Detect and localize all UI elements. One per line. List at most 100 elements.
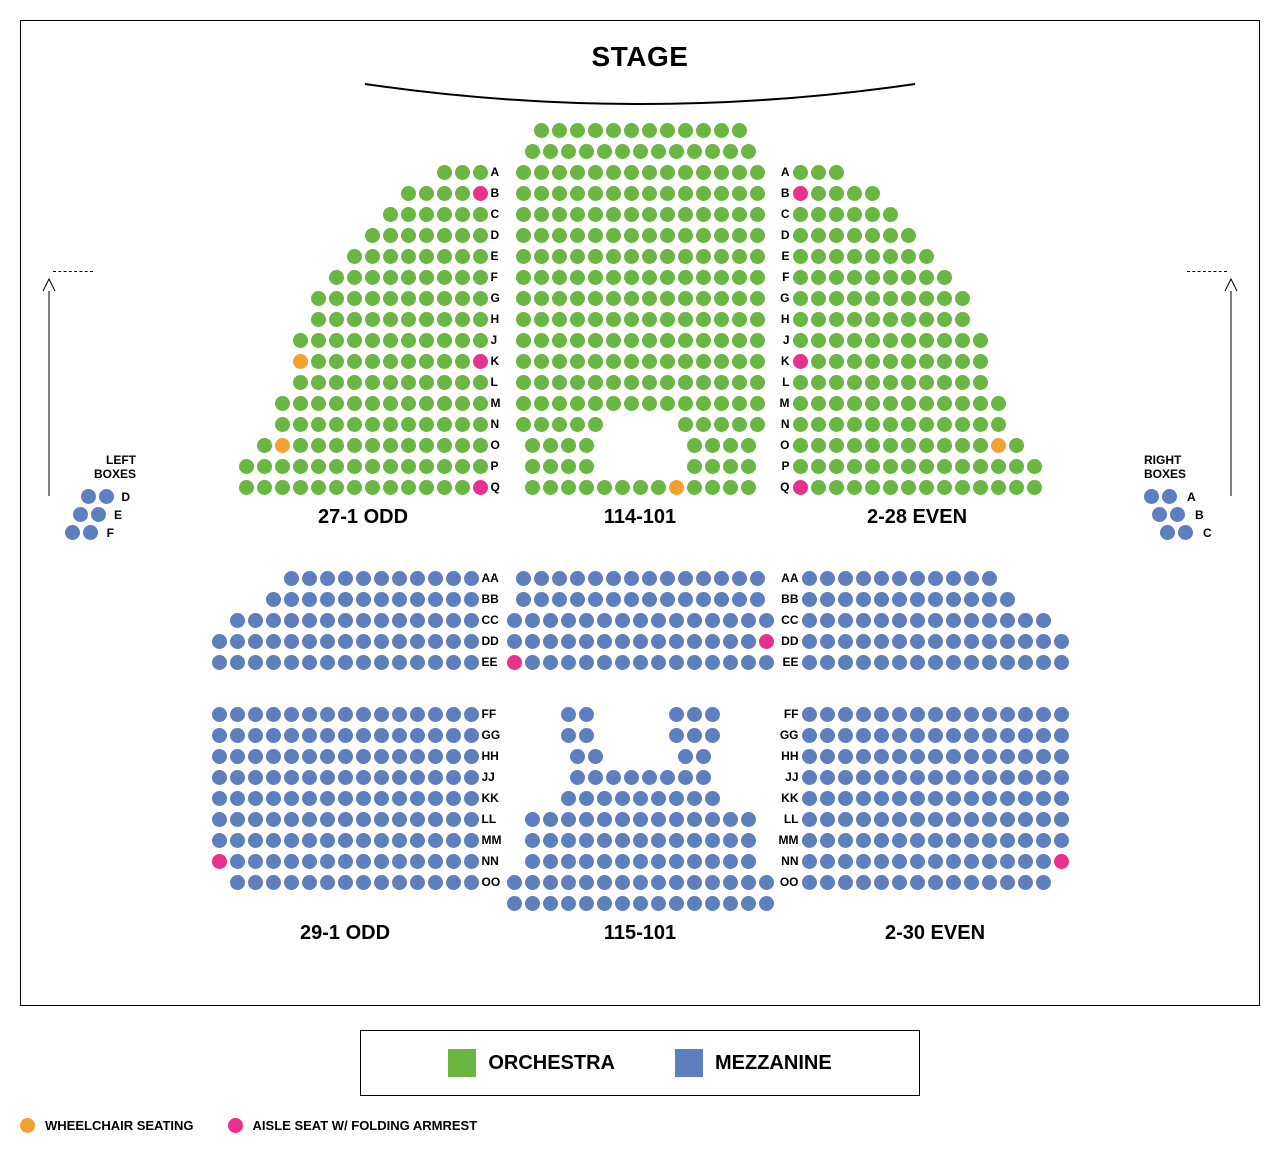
seat <box>534 333 549 348</box>
seat <box>374 707 389 722</box>
seat <box>669 634 684 649</box>
seat <box>579 144 594 159</box>
row-label: E <box>491 247 513 265</box>
seat <box>892 728 907 743</box>
seat <box>347 333 362 348</box>
seat <box>293 417 308 432</box>
seat <box>669 480 684 495</box>
seat <box>534 571 549 586</box>
seat <box>874 770 889 785</box>
seat <box>946 812 961 827</box>
seat <box>910 749 925 764</box>
seat <box>919 270 934 285</box>
seat <box>266 770 281 785</box>
seat <box>320 634 335 649</box>
seat <box>473 249 488 264</box>
seat <box>383 438 398 453</box>
seat <box>455 354 470 369</box>
seat <box>802 791 817 806</box>
box-row-label: C <box>1203 524 1215 542</box>
seat <box>275 417 290 432</box>
seat <box>419 312 434 327</box>
seat <box>1178 525 1193 540</box>
seat <box>338 571 353 586</box>
seat <box>83 525 98 540</box>
row-label <box>777 894 799 912</box>
seat <box>338 592 353 607</box>
seat <box>464 875 479 890</box>
seat <box>847 207 862 222</box>
seat <box>320 655 335 670</box>
seat <box>579 812 594 827</box>
seat <box>347 270 362 285</box>
seat <box>392 707 407 722</box>
seat <box>455 459 470 474</box>
seat <box>383 417 398 432</box>
seat <box>597 634 612 649</box>
seat <box>838 728 853 743</box>
seat <box>347 375 362 390</box>
seat <box>428 854 443 869</box>
row-label: N <box>768 415 790 433</box>
seat <box>642 333 657 348</box>
seat <box>1160 525 1175 540</box>
seat <box>302 749 317 764</box>
seat <box>248 770 263 785</box>
seat <box>964 592 979 607</box>
seat <box>759 875 774 890</box>
seat <box>1018 770 1033 785</box>
seat <box>865 375 880 390</box>
seat <box>1152 507 1167 522</box>
seat <box>678 249 693 264</box>
seat <box>937 396 952 411</box>
seat <box>437 228 452 243</box>
seat <box>811 165 826 180</box>
seat <box>865 249 880 264</box>
seat <box>892 791 907 806</box>
seat <box>1018 812 1033 827</box>
seat <box>937 333 952 348</box>
seat <box>874 655 889 670</box>
seat <box>91 507 106 522</box>
seat <box>338 707 353 722</box>
seat <box>248 634 263 649</box>
seat <box>374 875 389 890</box>
seat <box>464 707 479 722</box>
seat <box>973 417 988 432</box>
seat <box>847 396 862 411</box>
seat <box>428 613 443 628</box>
seat <box>410 749 425 764</box>
seat <box>937 291 952 306</box>
row-label: L <box>491 373 513 391</box>
seat <box>320 833 335 848</box>
row-label: H <box>768 310 790 328</box>
seat <box>248 875 263 890</box>
seat <box>615 144 630 159</box>
seat <box>293 438 308 453</box>
seat <box>347 417 362 432</box>
section-label: 2-28 EVEN <box>793 506 1042 529</box>
seat <box>910 833 925 848</box>
seat <box>534 417 549 432</box>
seat <box>946 728 961 743</box>
seat <box>678 228 693 243</box>
seat <box>356 592 371 607</box>
seat <box>401 186 416 201</box>
seat <box>973 333 988 348</box>
seat <box>516 375 531 390</box>
seat <box>374 749 389 764</box>
row-label: HH <box>482 747 504 765</box>
row-label: LL <box>777 810 799 828</box>
seat <box>570 375 585 390</box>
seat <box>901 438 916 453</box>
seat <box>741 875 756 890</box>
seat <box>401 417 416 432</box>
seat <box>669 833 684 848</box>
seat <box>302 634 317 649</box>
seat <box>750 312 765 327</box>
seat <box>446 791 461 806</box>
seat <box>874 613 889 628</box>
seat <box>329 354 344 369</box>
seat <box>561 655 576 670</box>
seat <box>507 896 522 911</box>
